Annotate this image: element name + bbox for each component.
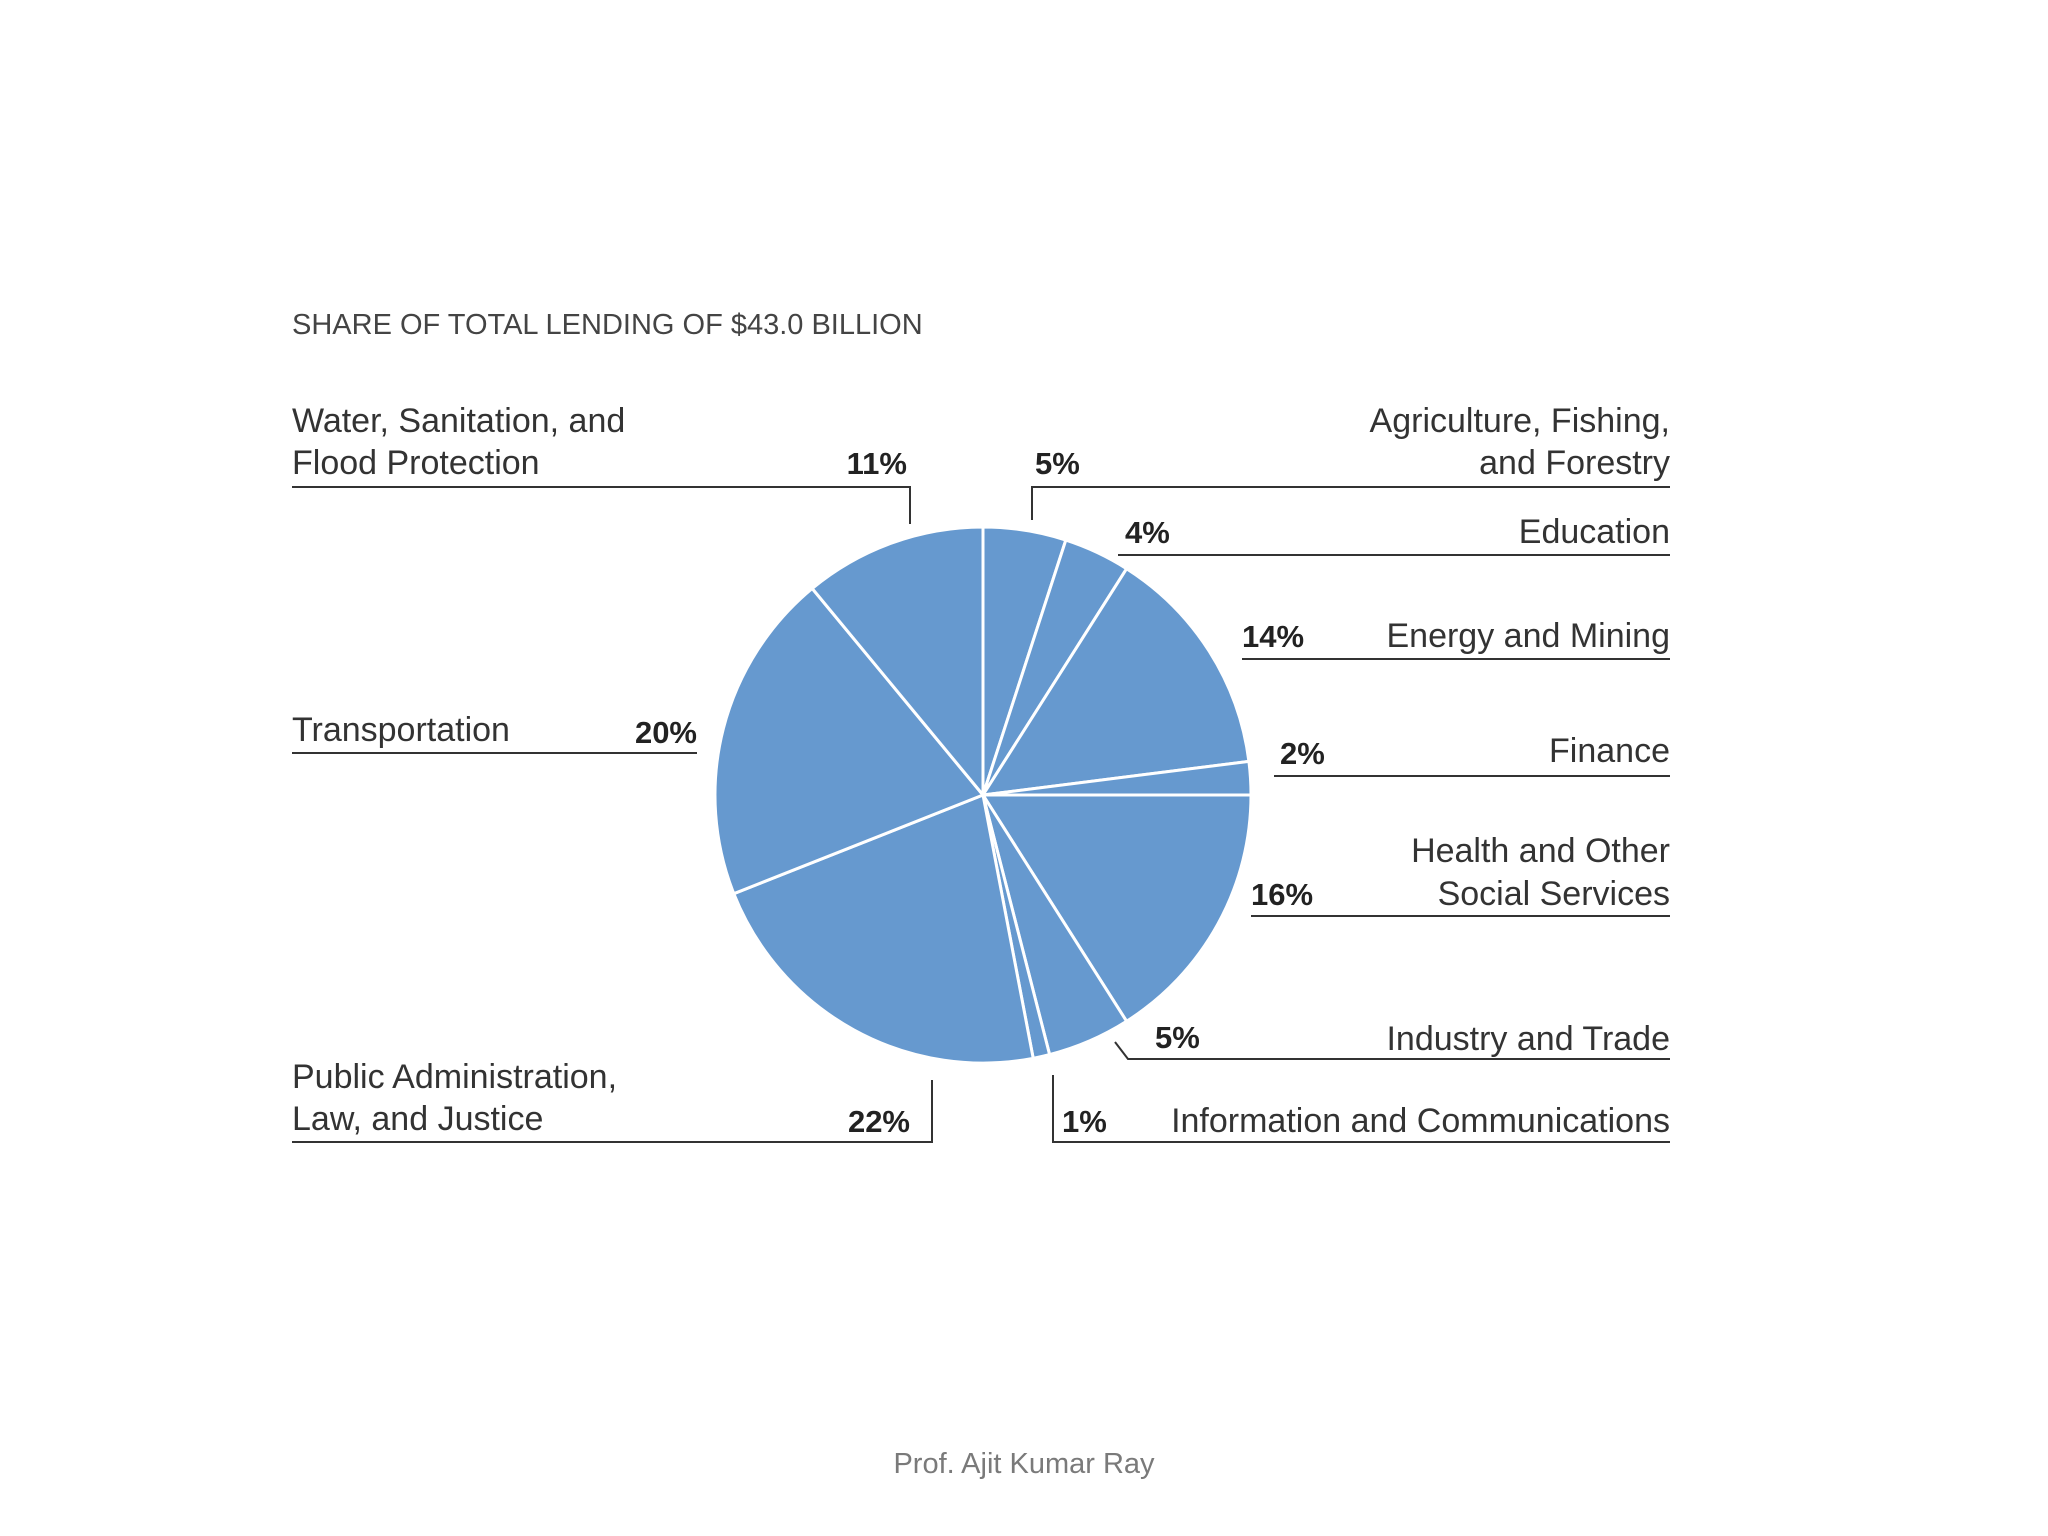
data-label-agriculture: 5% [1035,446,1080,481]
data-label-public-administration: 22% [848,1104,910,1139]
chart-title: SHARE OF TOTAL LENDING OF $43.0 BILLION [292,309,923,341]
slice-label-health-line1: Health and Other [1411,832,1670,870]
pie-slice-energy [980,566,1251,797]
pie-slices [713,525,1253,1065]
data-label-transportation: 20% [635,715,697,750]
data-label-health: 16% [1251,877,1313,912]
leader-line-information [1052,1075,1670,1143]
pie-labels: Agriculture, Fishing, and Forestry 5% Educa… [292,402,1670,1143]
data-label-water: 11% [847,446,907,481]
data-label-information: 1% [1062,1104,1107,1139]
slice-label-health-line2: Social Services [1438,875,1670,913]
slice-label-information: Information and Communications [1171,1102,1670,1140]
slice-label-energy: Energy and Mining [1386,617,1670,655]
slice-label-water-line2: Flood Protection [292,444,540,482]
slice-label-water-line1: Water, Sanitation, and [292,402,625,440]
leader-line-public-administration [292,1080,933,1143]
slice-label-industry: Industry and Trade [1386,1020,1670,1058]
data-label-education: 4% [1125,515,1170,550]
pie-slice-water [810,525,985,800]
data-label-industry: 5% [1155,1020,1200,1055]
slice-label-agriculture-line1: Agriculture, Fishing, [1370,402,1670,440]
leader-line-water [292,486,911,524]
slice-label-finance: Finance [1549,732,1670,770]
data-label-finance: 2% [1280,736,1325,771]
slice-label-agriculture-line2: and Forestry [1479,444,1670,482]
pie-slice-health [980,793,1253,1024]
leader-line-agriculture [1031,486,1670,520]
pie-slice-public-administration [731,792,1035,1065]
slice-label-public-administration-line1: Public Administration, [292,1058,617,1096]
slice-label-transportation: Transportation [292,711,510,749]
slice-label-public-administration-line2: Law, and Justice [292,1100,543,1138]
leader-line-industry [1114,1041,1670,1060]
slice-label-education: Education [1519,513,1670,551]
data-label-energy: 14% [1242,619,1304,654]
footer-credit: Prof. Ajit Kumar Ray [893,1448,1155,1480]
pie-slice-transportation [713,586,986,896]
